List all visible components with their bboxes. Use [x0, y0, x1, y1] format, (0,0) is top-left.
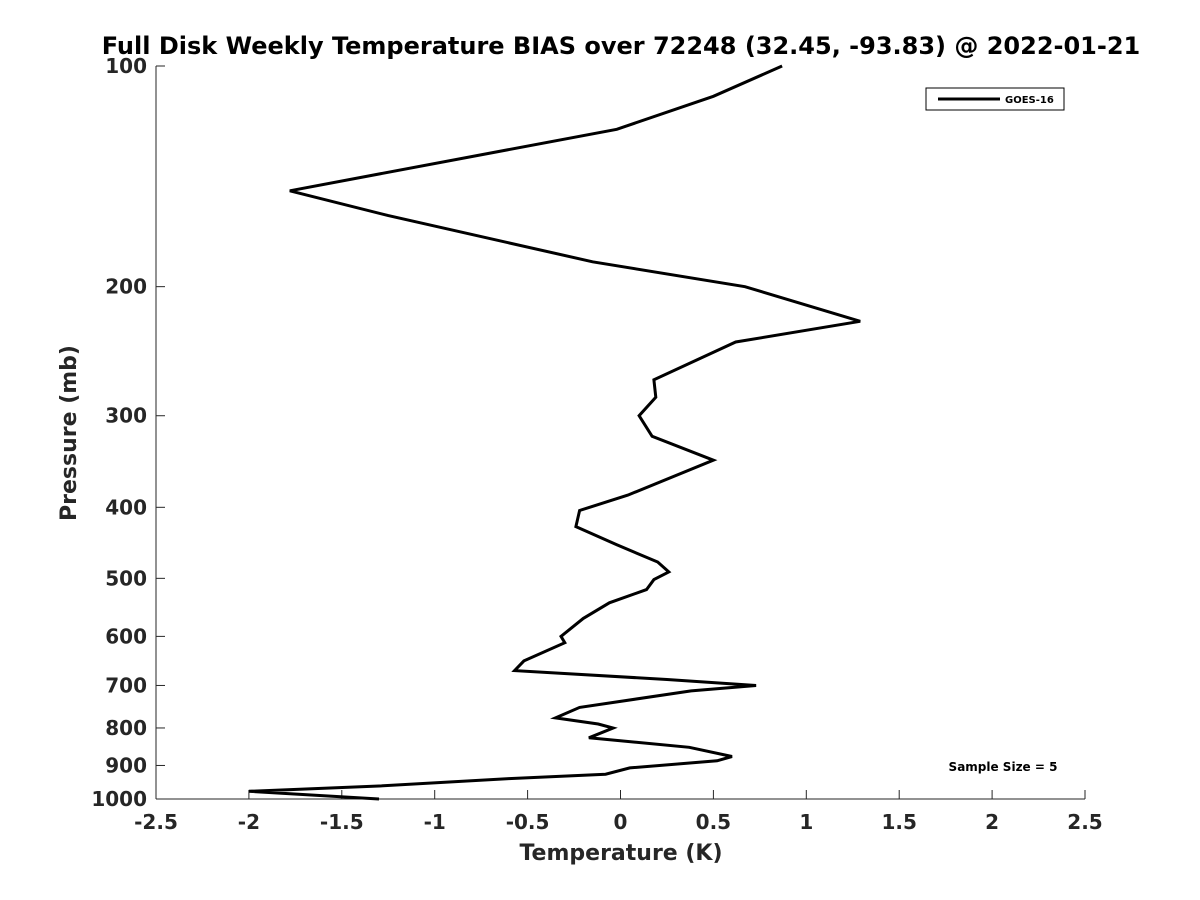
x-tick-label: 2 — [985, 810, 999, 834]
series-line-goes-16 — [248, 64, 861, 801]
y-tick-label: 500 — [105, 566, 147, 590]
x-axis-label: Temperature (K) — [519, 841, 722, 866]
y-tick-label: 700 — [105, 673, 147, 697]
x-tick-label: -1.5 — [320, 810, 364, 834]
x-tick-label: -1 — [424, 810, 446, 834]
x-tick-label: -2 — [238, 810, 260, 834]
plot-axes — [155, 66, 1085, 800]
x-tick-label: 0 — [614, 810, 628, 834]
x-tick-label: -2.5 — [134, 810, 178, 834]
x-tick-label: 0.5 — [696, 810, 731, 834]
y-tick-label: 100 — [105, 54, 147, 78]
y-tick-label: 600 — [105, 624, 147, 648]
x-axis-ticks: -2.5 -2 -1.5 -1 -0.5 0 0.5 1 1.5 2 2.5 — [134, 790, 1103, 834]
x-tick-label: 1.5 — [881, 810, 916, 834]
y-tick-label: 800 — [105, 716, 147, 740]
y-tick-label: 900 — [105, 753, 147, 777]
y-tick-label: 300 — [105, 404, 147, 428]
y-tick-label: 1000 — [91, 787, 147, 811]
legend-entry-goes-16: GOES-16 — [1005, 95, 1054, 106]
legend: GOES-16 — [925, 87, 1065, 111]
sample-size-annotation: Sample Size = 5 — [949, 760, 1058, 774]
y-tick-label: 400 — [105, 495, 147, 519]
x-tick-label: 2.5 — [1067, 810, 1102, 834]
y-tick-label: 200 — [105, 275, 147, 299]
y-axis-ticks: 100 200 300 400 500 600 700 800 900 1000 — [91, 54, 165, 811]
series-layer — [248, 64, 861, 801]
x-tick-label: -0.5 — [506, 810, 550, 834]
chart-title: Full Disk Weekly Temperature BIAS over 7… — [102, 32, 1141, 60]
y-axis-label: Pressure (mb) — [57, 345, 82, 521]
x-tick-label: 1 — [799, 810, 813, 834]
